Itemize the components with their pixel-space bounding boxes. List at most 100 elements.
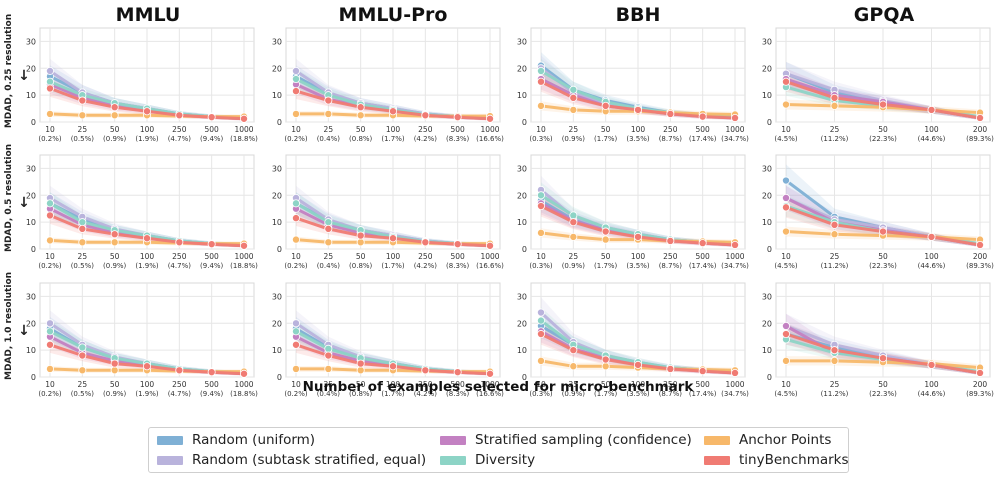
x-tick-label: 50 [601, 252, 611, 261]
x-tick-label: 1000 [725, 380, 744, 389]
y-tick-label: 0 [767, 373, 772, 382]
data-point [453, 368, 462, 377]
x-tick-label: 10 [45, 380, 55, 389]
x-tick-label: 10 [781, 252, 791, 261]
data-point [46, 77, 55, 86]
legend-item-anchor-points: Anchor Points [704, 432, 831, 448]
y-tick-label: 0 [31, 245, 36, 254]
x-tick-label: 500 [696, 125, 711, 134]
data-point [142, 107, 151, 116]
x-tick-sublabel: (4.2%) [414, 135, 438, 143]
data-point [731, 240, 740, 249]
x-tick-sublabel: (0.3%) [529, 390, 553, 398]
x-tick-sublabel: (1.9%) [135, 262, 159, 270]
x-tick-sublabel: (0.5%) [71, 262, 95, 270]
data-point [634, 232, 643, 241]
y-tick-label: 20 [517, 64, 527, 73]
data-point [927, 105, 936, 114]
data-point [356, 103, 365, 112]
data-point [830, 346, 839, 355]
y-tick-label: 20 [272, 191, 282, 200]
data-point [453, 240, 462, 249]
x-tick-sublabel: (9.4%) [200, 390, 224, 398]
x-tick-sublabel: (0.3%) [529, 262, 553, 270]
x-tick-label: 250 [418, 380, 433, 389]
x-tick-sublabel: (0.9%) [103, 390, 127, 398]
x-tick-sublabel: (17.4%) [689, 135, 717, 143]
x-tick-label: 100 [631, 380, 646, 389]
x-tick-label: 50 [878, 380, 888, 389]
x-tick-label: 1000 [234, 252, 253, 261]
x-tick-sublabel: (8.3%) [446, 390, 470, 398]
data-point [421, 238, 430, 247]
x-tick-sublabel: (8.7%) [659, 135, 683, 143]
data-point [356, 359, 365, 368]
x-tick-label: 250 [418, 125, 433, 134]
data-point [78, 96, 87, 105]
x-tick-label: 10 [45, 252, 55, 261]
x-tick-label: 100 [140, 380, 155, 389]
y-tick-label: 30 [272, 164, 282, 173]
x-tick-label: 25 [569, 125, 579, 134]
x-tick-sublabel: (34.7%) [721, 135, 749, 143]
down-arrow-icon: ↓ [18, 68, 30, 84]
x-tick-label: 10 [291, 125, 301, 134]
data-point [46, 236, 55, 245]
x-tick-sublabel: (89.3%) [966, 390, 994, 398]
x-tick-label: 500 [205, 125, 220, 134]
x-tick-label: 10 [291, 380, 301, 389]
y-tick-label: 30 [517, 164, 527, 173]
data-point [537, 330, 546, 339]
x-tick-label: 100 [140, 252, 155, 261]
y-tick-label: 20 [26, 319, 36, 328]
x-tick-label: 1000 [480, 380, 499, 389]
data-point [601, 227, 610, 236]
data-point [485, 114, 494, 123]
x-tick-label: 250 [172, 252, 187, 261]
y-tick-label: 20 [26, 191, 36, 200]
legend-swatch [704, 435, 730, 445]
legend-label: tinyBenchmarks [739, 452, 849, 468]
data-point [110, 359, 119, 368]
legend-label: Stratified sampling (confidence) [475, 432, 692, 448]
x-tick-label: 50 [110, 252, 120, 261]
data-point [569, 362, 578, 371]
x-tick-sublabel: (4.2%) [414, 390, 438, 398]
x-tick-sublabel: (0.9%) [103, 135, 127, 143]
x-tick-sublabel: (0.9%) [103, 262, 127, 270]
data-point [78, 366, 87, 375]
y-tick-label: 10 [517, 346, 527, 355]
x-tick-label: 50 [110, 380, 120, 389]
legend-swatch [704, 455, 730, 465]
y-tick-label: 10 [272, 346, 282, 355]
data-point [110, 238, 119, 247]
x-tick-sublabel: (11.2%) [821, 390, 849, 398]
x-tick-sublabel: (0.2%) [284, 135, 308, 143]
data-point [388, 234, 397, 243]
data-point [324, 96, 333, 105]
x-tick-sublabel: (44.6%) [918, 390, 946, 398]
x-tick-sublabel: (18.8%) [230, 390, 258, 398]
data-point [324, 109, 333, 118]
x-tick-sublabel: (4.5%) [774, 390, 798, 398]
x-tick-label: 10 [45, 125, 55, 134]
data-point [46, 340, 55, 349]
x-tick-label: 100 [386, 380, 401, 389]
y-tick-label: 10 [762, 346, 772, 355]
data-point [207, 113, 216, 122]
x-tick-sublabel: (16.6%) [476, 135, 504, 143]
data-point [46, 364, 55, 373]
x-tick-sublabel: (0.9%) [562, 135, 586, 143]
y-tick-label: 10 [26, 91, 36, 100]
x-tick-label: 10 [781, 380, 791, 389]
data-point [601, 235, 610, 244]
x-tick-label: 100 [924, 125, 939, 134]
y-tick-label: 20 [26, 64, 36, 73]
x-tick-sublabel: (1.9%) [135, 390, 159, 398]
data-point [879, 100, 888, 109]
x-tick-label: 10 [291, 252, 301, 261]
x-tick-sublabel: (1.7%) [381, 135, 405, 143]
data-point [569, 93, 578, 102]
data-point [46, 199, 55, 208]
y-tick-label: 0 [522, 245, 527, 254]
